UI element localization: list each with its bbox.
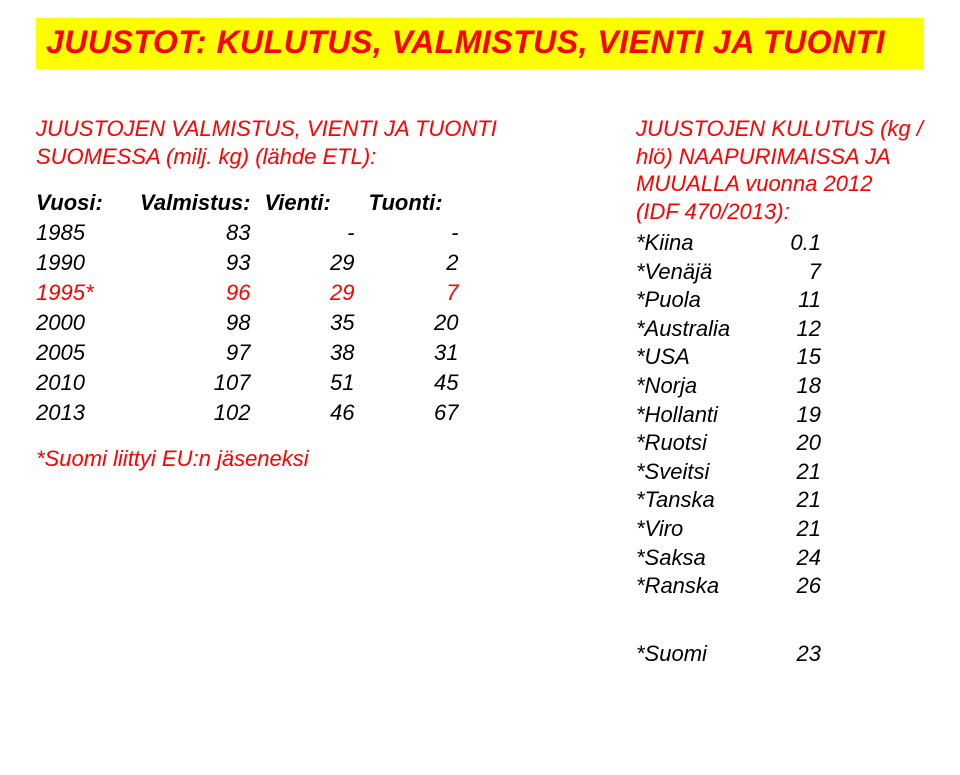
cell-year: 2010 [36,368,140,398]
country-row: *Venäjä7 [636,258,924,287]
country-label: *Kiina [636,229,781,258]
production-table: Vuosi: Valmistus: Vienti: Tuonti: 198583… [36,188,472,428]
country-label: *Viro [636,515,781,544]
country-label: *Sveitsi [636,458,781,487]
country-row: *Tanska21 [636,486,924,515]
country-label: *Ranska [636,572,781,601]
cell-valmistus: 96 [140,278,264,308]
country-value: 24 [781,544,821,573]
table-row: 2005973831 [36,338,472,368]
right-heading: JUUSTOJEN KULUTUS (kg / hlö) NAAPURIMAIS… [636,115,924,225]
country-value: 11 [781,286,821,315]
country-row: *Ranska26 [636,572,924,601]
table-row: 1995*96297 [36,278,472,308]
table-row: 198583-- [36,218,472,248]
cell-vienti: 51 [264,368,368,398]
country-row: *Puola11 [636,286,924,315]
suomi-label: *Suomi [636,641,781,667]
intro-line-2: SUOMESSA (milj. kg) (lähde ETL): [36,144,376,169]
country-label: *Norja [636,372,781,401]
right-head-l1: JUUSTOJEN KULUTUS (kg / [636,116,923,141]
cell-valmistus: 98 [140,308,264,338]
country-row: *Australia12 [636,315,924,344]
country-row: *Hollanti19 [636,401,924,430]
cell-tuonti: 20 [368,308,472,338]
country-row: *Sveitsi21 [636,458,924,487]
table-header-row: Vuosi: Valmistus: Vienti: Tuonti: [36,188,472,218]
page-title: JUUSTOT: KULUTUS, VALMISTUS, VIENTI JA T… [46,24,885,60]
table-row: 20101075145 [36,368,472,398]
country-value: 18 [781,372,821,401]
country-value: 15 [781,343,821,372]
cell-tuonti: 7 [368,278,472,308]
country-value: 0.1 [781,229,821,258]
cell-tuonti: 67 [368,398,472,428]
cell-tuonti: 2 [368,248,472,278]
table-row: 199093292 [36,248,472,278]
country-label: *Puola [636,286,781,315]
left-intro: JUUSTOJEN VALMISTUS, VIENTI JA TUONTI SU… [36,115,596,170]
cell-year: 1985 [36,218,140,248]
left-column: JUUSTOJEN VALMISTUS, VIENTI JA TUONTI SU… [36,115,596,667]
footnote: *Suomi liittyi EU:n jäseneksi [36,446,596,472]
table-row: 20131024667 [36,398,472,428]
right-head-l4: (IDF 470/2013): [636,199,790,224]
country-value: 12 [781,315,821,344]
page-root: JUUSTOT: KULUTUS, VALMISTUS, VIENTI JA T… [0,0,960,775]
th-valmistus: Valmistus: [140,188,264,218]
country-row: *Norja18 [636,372,924,401]
cell-vienti: 29 [264,248,368,278]
th-tuonti: Tuonti: [368,188,472,218]
cell-vienti: 35 [264,308,368,338]
cell-valmistus: 107 [140,368,264,398]
cell-year: 2000 [36,308,140,338]
cell-year: 1990 [36,248,140,278]
country-value: 21 [781,458,821,487]
intro-line-1: JUUSTOJEN VALMISTUS, VIENTI JA TUONTI [36,116,497,141]
country-label: *Venäjä [636,258,781,287]
cell-year: 2013 [36,398,140,428]
country-value: 19 [781,401,821,430]
cell-vienti: - [264,218,368,248]
country-row: *USA15 [636,343,924,372]
country-label: *Tanska [636,486,781,515]
country-value: 7 [781,258,821,287]
table-row: 2000983520 [36,308,472,338]
country-row: *Ruotsi20 [636,429,924,458]
country-value: 20 [781,429,821,458]
page-title-bar: JUUSTOT: KULUTUS, VALMISTUS, VIENTI JA T… [36,18,924,69]
cell-valmistus: 102 [140,398,264,428]
country-value: 26 [781,572,821,601]
cell-valmistus: 93 [140,248,264,278]
suomi-value: 23 [781,641,821,667]
right-column: JUUSTOJEN KULUTUS (kg / hlö) NAAPURIMAIS… [636,115,924,667]
country-label: *Australia [636,315,781,344]
cell-year: 1995* [36,278,140,308]
country-label: *Ruotsi [636,429,781,458]
right-head-l2: hlö) NAAPURIMAISSA JA [636,144,891,169]
th-year: Vuosi: [36,188,140,218]
cell-valmistus: 97 [140,338,264,368]
country-row: *Kiina0.1 [636,229,924,258]
cell-tuonti: - [368,218,472,248]
country-label: *Saksa [636,544,781,573]
country-label: *USA [636,343,781,372]
cell-valmistus: 83 [140,218,264,248]
country-value: 21 [781,515,821,544]
cell-vienti: 29 [264,278,368,308]
country-list: *Kiina0.1*Venäjä7*Puola11*Australia12*US… [636,229,924,601]
cell-tuonti: 31 [368,338,472,368]
columns: JUUSTOJEN VALMISTUS, VIENTI JA TUONTI SU… [36,115,924,667]
cell-vienti: 38 [264,338,368,368]
suomi-block: *Suomi 23 [636,641,924,667]
right-head-l3: MUUALLA vuonna 2012 [636,171,872,196]
cell-year: 2005 [36,338,140,368]
th-vienti: Vienti: [264,188,368,218]
cell-tuonti: 45 [368,368,472,398]
cell-vienti: 46 [264,398,368,428]
country-label: *Hollanti [636,401,781,430]
country-row: *Saksa24 [636,544,924,573]
country-row: *Viro21 [636,515,924,544]
country-value: 21 [781,486,821,515]
